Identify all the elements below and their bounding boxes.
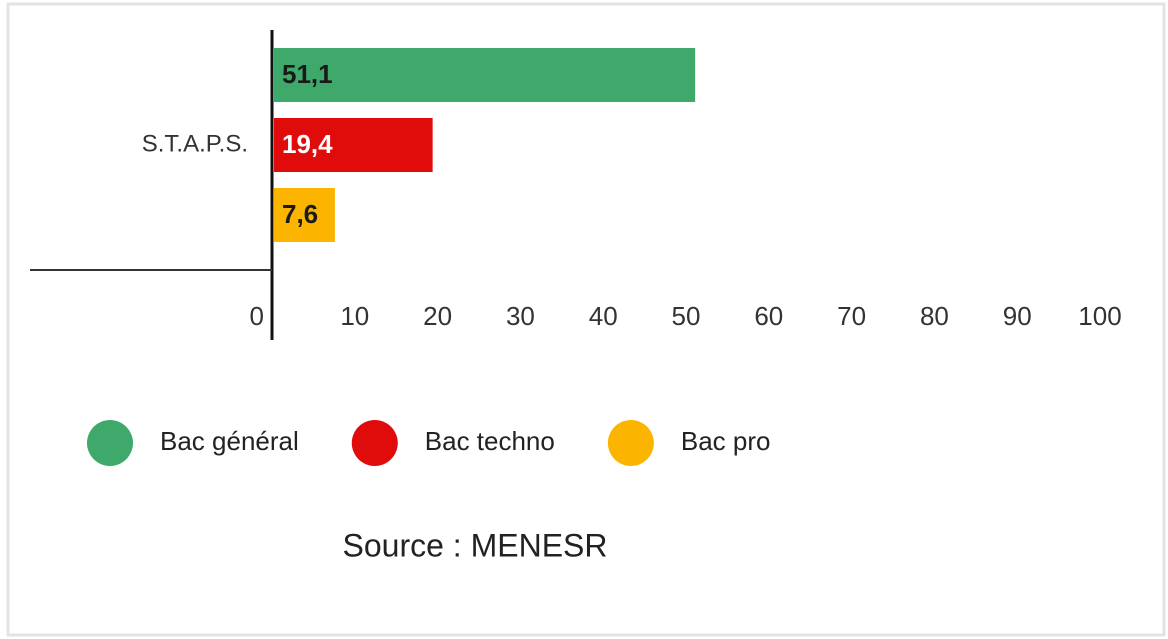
x-tick-label: 100 [1078,301,1121,331]
value-label: 7,6 [282,199,318,229]
value-label: 51,1 [282,59,333,89]
x-tick-label: 30 [506,301,535,331]
value-label: 19,4 [282,129,333,159]
legend-swatch [87,420,133,466]
x-tick-label: 40 [589,301,618,331]
legend-label: Bac général [160,426,299,456]
legend-swatch [351,420,398,466]
x-tick-label: 60 [754,301,783,331]
x-tick-label: 20 [423,301,452,331]
x-tick-label: 90 [1003,301,1032,331]
x-tick-label: 80 [920,301,949,331]
bar [274,118,433,172]
legend-swatch [607,420,654,466]
source-note: Source : MENESR [343,527,608,563]
x-tick-label: 70 [837,301,866,331]
legend-label: Bac pro [681,426,771,456]
bar [274,48,696,102]
x-tick-label: 10 [340,301,369,331]
frame [6,2,1166,637]
legend-label: Bac techno [425,426,555,456]
x-tick-label: 50 [672,301,701,331]
bar [274,188,335,242]
y-tick-label: S.T.A.P.S. [142,130,248,157]
x-tick-label: 0 [250,301,264,331]
